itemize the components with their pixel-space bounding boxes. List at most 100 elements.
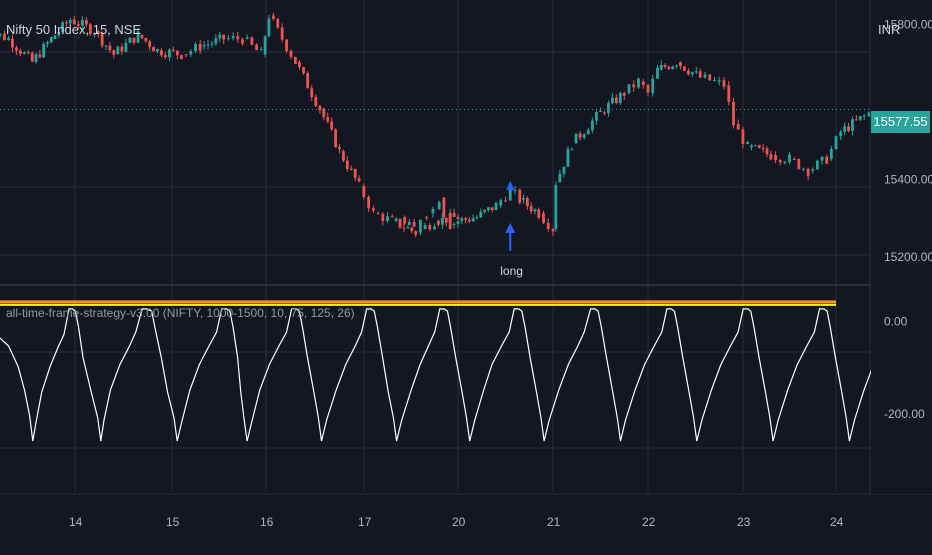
candle-body	[618, 93, 622, 104]
candle	[46, 40, 49, 48]
candle-body	[84, 20, 88, 25]
candle-body	[431, 208, 435, 214]
candle	[802, 167, 805, 172]
candle	[156, 48, 159, 54]
candles	[0, 12, 932, 238]
candle-body	[554, 185, 558, 229]
candle	[690, 71, 694, 77]
candle-body	[570, 148, 574, 150]
candle-body	[0, 33, 2, 35]
candle-body	[475, 217, 479, 219]
candle-body	[414, 231, 418, 235]
candle-body	[30, 52, 34, 62]
candle-body	[214, 38, 218, 44]
candle-body	[867, 112, 871, 117]
candle-body	[403, 217, 407, 224]
candle-body	[694, 71, 698, 73]
candle	[858, 116, 862, 122]
candle	[259, 46, 263, 51]
candle	[345, 156, 349, 172]
price-axis-bg	[871, 0, 932, 494]
candle	[241, 37, 244, 46]
indicator-title[interactable]: all-time-frame-strategy-v3.00 (NIFTY, 10…	[6, 306, 355, 320]
candle	[452, 222, 456, 229]
candle	[65, 20, 68, 28]
candle	[49, 36, 53, 44]
candle-body	[806, 168, 810, 176]
candle-body	[302, 67, 305, 74]
candle	[460, 216, 464, 225]
candle	[176, 50, 179, 60]
candle-body	[479, 211, 483, 218]
candle	[168, 48, 171, 62]
candle-body	[3, 33, 6, 40]
candle	[851, 116, 854, 136]
candle-body	[412, 221, 416, 227]
candle	[222, 34, 226, 44]
time-tick-label: 23	[737, 515, 751, 529]
candle	[294, 56, 297, 65]
candle	[627, 84, 631, 95]
candle-body	[144, 38, 148, 42]
candle-body	[345, 160, 349, 169]
candle-body	[176, 50, 179, 56]
candle-body	[386, 216, 389, 221]
candle	[440, 213, 444, 229]
candle-body	[116, 46, 120, 55]
candle	[172, 46, 175, 52]
candle	[570, 147, 574, 151]
candle	[298, 59, 301, 70]
candle-body	[774, 155, 777, 161]
candle-body	[599, 110, 602, 112]
candle	[128, 36, 132, 44]
candle-body	[198, 44, 202, 51]
candle-body	[271, 15, 275, 19]
candle	[112, 49, 116, 59]
candle-body	[314, 97, 318, 106]
candle	[679, 61, 682, 70]
candle-body	[330, 121, 334, 130]
candle-body	[218, 34, 222, 39]
candle-body	[627, 84, 631, 94]
candle-body	[829, 149, 833, 159]
candle	[551, 227, 555, 236]
candle-body	[578, 133, 582, 138]
candle-body	[376, 213, 380, 215]
candle	[152, 46, 155, 52]
candle	[144, 37, 148, 43]
candle	[562, 166, 566, 178]
candle-body	[586, 130, 590, 135]
candle-body	[18, 50, 22, 54]
candle	[456, 214, 460, 220]
candle	[542, 210, 545, 224]
candle	[100, 31, 104, 49]
candle	[468, 216, 471, 224]
candle	[765, 146, 769, 158]
candle-body	[362, 186, 366, 197]
candle	[124, 38, 128, 53]
candle-body	[65, 22, 68, 24]
candle-body	[168, 49, 171, 58]
candle-body	[280, 27, 284, 40]
candle	[88, 22, 92, 36]
candle	[425, 215, 429, 221]
candle-body	[245, 37, 249, 39]
candle	[483, 209, 486, 214]
candle	[38, 50, 42, 59]
candle	[683, 66, 686, 72]
candle	[398, 218, 402, 230]
candle-body	[100, 33, 104, 46]
candle-body	[811, 169, 815, 171]
candle	[448, 211, 452, 230]
candle-body	[452, 213, 456, 217]
candle	[746, 140, 750, 145]
candle-body	[675, 65, 678, 67]
candle-body	[456, 216, 460, 220]
candle	[184, 54, 188, 58]
candle	[160, 48, 163, 58]
candle-body	[656, 67, 659, 79]
candle-body	[334, 129, 337, 148]
candle-body	[93, 34, 96, 36]
